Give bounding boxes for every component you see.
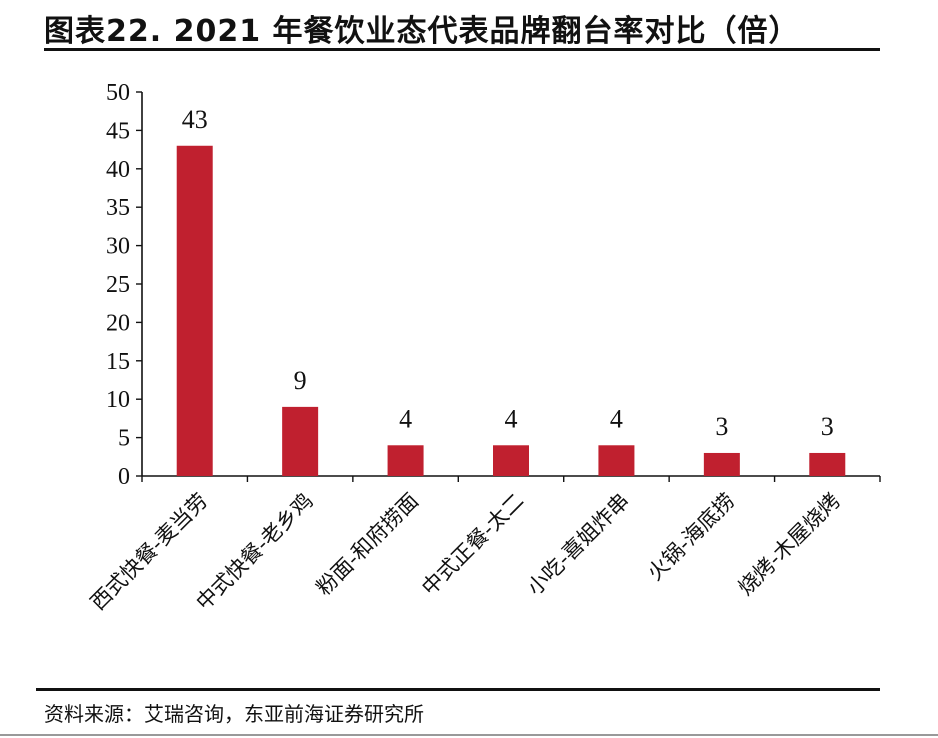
bar (703, 452, 740, 476)
y-tick-label: 25 (106, 272, 130, 298)
category-label: 中式快餐-老乡鸡 (191, 489, 317, 615)
data-label: 3 (715, 412, 728, 441)
y-tick-label: 0 (118, 464, 130, 490)
title-underline (44, 48, 880, 51)
y-axis: 0 5 10 15 20 25 30 35 40 45 50 (106, 80, 143, 490)
y-tick-label: 15 (106, 349, 130, 375)
category-label: 火锅-海底捞 (643, 489, 740, 586)
y-tick-label: 20 (106, 310, 130, 336)
data-label: 4 (610, 404, 623, 433)
bar (809, 452, 846, 476)
data-label: 43 (182, 105, 208, 134)
y-tick-label: 40 (106, 157, 130, 183)
source-note: 资料来源：艾瑞咨询，东亚前海证券研究所 (44, 702, 424, 726)
y-tick-label: 5 (118, 426, 130, 452)
x-axis (141, 475, 881, 482)
bar (176, 145, 213, 476)
bar (598, 445, 635, 476)
bar (493, 445, 529, 476)
bar (282, 406, 319, 476)
data-label: 3 (821, 412, 834, 441)
data-label: 4 (399, 404, 412, 433)
y-tick-label: 35 (106, 195, 130, 221)
category-label: 中式正餐-太二 (417, 489, 528, 600)
page-bottom-border (0, 734, 938, 736)
y-tick-label: 30 (106, 234, 130, 260)
bars (176, 145, 846, 476)
source-divider (36, 688, 880, 691)
chart-title: 图表22. 2021 年餐饮业态代表品牌翻台率对比（倍） (44, 14, 800, 49)
bar (387, 445, 424, 476)
category-label: 粉面-和府捞面 (312, 489, 423, 600)
y-tick-label: 45 (106, 118, 130, 144)
y-tick-label: 10 (106, 387, 130, 413)
y-tick-label: 50 (106, 80, 130, 106)
data-label: 4 (505, 404, 518, 433)
data-label: 9 (294, 366, 307, 395)
category-label: 小吃-喜姐炸串 (523, 489, 634, 600)
category-label: 烧烤-木屋烧烤 (733, 489, 844, 600)
